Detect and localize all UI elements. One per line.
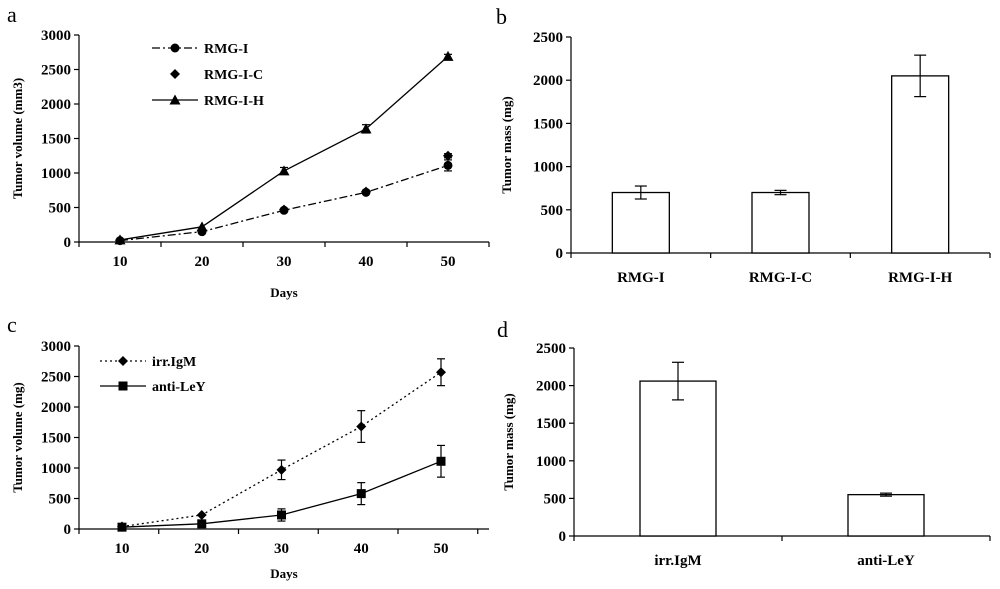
data-point [443, 160, 453, 170]
panel-letter: c [7, 312, 17, 337]
x-tick-label: 20 [194, 541, 209, 557]
data-point [277, 510, 286, 520]
data-point [361, 186, 371, 197]
y-tick-label: 1500 [533, 116, 563, 132]
legend-marker [170, 43, 180, 53]
legend-label: RMG-I-C [204, 68, 263, 83]
x-tick-label: 50 [434, 541, 449, 557]
series-anti-LeY [117, 444, 446, 532]
data-point [279, 204, 289, 215]
data-point [117, 522, 127, 532]
y-tick-label: 2000 [41, 97, 71, 113]
x-tick-label: 40 [354, 541, 369, 557]
y-tick-label: 500 [49, 492, 72, 508]
data-point [197, 519, 207, 529]
y-tick-label: 2500 [533, 30, 563, 46]
y-tick-label: 2500 [41, 63, 71, 79]
data-point [114, 234, 126, 245]
chart-panel-c: c 0 500 1000 1500 2000 2500 3000 Tumor volume (m… [7, 312, 489, 581]
y-tick-label: 1500 [41, 132, 71, 148]
y-tick-label: 2000 [41, 400, 71, 416]
data-point [442, 50, 454, 61]
y-tick-label: 500 [544, 491, 567, 507]
x-category-label: irr.IgM [654, 553, 701, 569]
panel-letter: d [497, 317, 508, 342]
bar [847, 493, 925, 537]
y-tick-label: 0 [64, 235, 72, 251]
y-tick-label: 2000 [536, 379, 566, 395]
legend-marker [170, 69, 180, 79]
panel-letter: a [7, 2, 17, 27]
legend-label: RMG-I [204, 42, 248, 57]
chart-panel-a: a 0 500 1000 1500 2000 2500 3000 Tumor volume (m… [7, 2, 490, 300]
data-point [356, 421, 367, 432]
series-line [119, 164, 449, 242]
legend-label: RMG-I-H [204, 94, 264, 109]
y-tick-label: 3000 [41, 339, 71, 355]
y-tick-label: 1000 [41, 166, 71, 182]
x-category-label: RMG-I [617, 270, 665, 286]
y-axis-title: Tumor volume (mg) [10, 382, 25, 493]
chart-panel-d: d 0 500 1000 1500 2000 2500 Tumor mass (mg) irr.… [497, 317, 991, 569]
chart-panel-b: b 0 500 1000 1500 2000 2500 Tumor mass (mg) RMG-… [496, 4, 991, 286]
x-tick-label: 20 [195, 254, 210, 270]
y-tick-label: 1000 [41, 461, 71, 477]
y-axis-title: Tumor mass (mg) [499, 96, 514, 194]
panel-letter: b [496, 4, 507, 29]
data-point [360, 123, 372, 134]
x-tick-label: 30 [274, 541, 289, 557]
y-tick-label: 500 [541, 203, 564, 219]
y-tick-label: 0 [64, 522, 72, 538]
data-point [443, 150, 453, 161]
bar [751, 191, 810, 254]
series-RMG-I-H [114, 50, 454, 245]
legend-marker [169, 94, 181, 105]
y-tick-label: 500 [49, 201, 72, 217]
data-point [436, 456, 446, 466]
data-point [196, 509, 207, 520]
y-tick-label: 1500 [41, 431, 71, 447]
legend-label: irr.IgM [152, 355, 196, 370]
y-tick-label: 0 [559, 529, 567, 545]
x-tick-label: 40 [359, 254, 374, 270]
x-axis-title: Days [270, 285, 297, 300]
x-category-label: RMG-I-H [888, 270, 952, 286]
legend-label: anti-LeY [152, 380, 206, 395]
data-point [196, 221, 208, 232]
legend: irr.IgM anti-LeY [100, 355, 206, 395]
legend-marker [118, 356, 128, 366]
series-RMG-I-C [115, 150, 453, 246]
x-tick-label: 10 [115, 541, 130, 557]
y-tick-label: 1000 [536, 454, 566, 470]
data-point [436, 367, 446, 378]
y-axis-title: Tumor volume (mm3) [10, 78, 25, 199]
y-tick-label: 2500 [41, 370, 71, 386]
data-point [278, 165, 290, 176]
y-tick-label: 2500 [536, 341, 566, 357]
legend-marker [118, 381, 128, 391]
bar [891, 75, 950, 254]
y-axis-title: Tumor mass (mg) [501, 393, 516, 491]
data-point [356, 489, 366, 499]
data-point [276, 464, 287, 475]
y-tick-label: 1000 [533, 160, 563, 176]
x-axis-title: Days [270, 566, 297, 581]
series-line [121, 371, 442, 528]
legend: RMG-I RMG-I-C RMG-I-H [152, 42, 264, 109]
bar [639, 380, 717, 537]
x-category-label: anti-LeY [857, 553, 915, 569]
y-tick-label: 0 [556, 246, 564, 262]
bar [611, 191, 670, 254]
x-category-label: RMG-I-C [749, 270, 812, 286]
x-tick-label: 30 [277, 254, 292, 270]
x-tick-label: 10 [113, 254, 128, 270]
y-tick-label: 1500 [536, 416, 566, 432]
y-tick-label: 2000 [533, 73, 563, 89]
y-tick-label: 3000 [41, 28, 71, 44]
x-tick-label: 50 [441, 254, 456, 270]
